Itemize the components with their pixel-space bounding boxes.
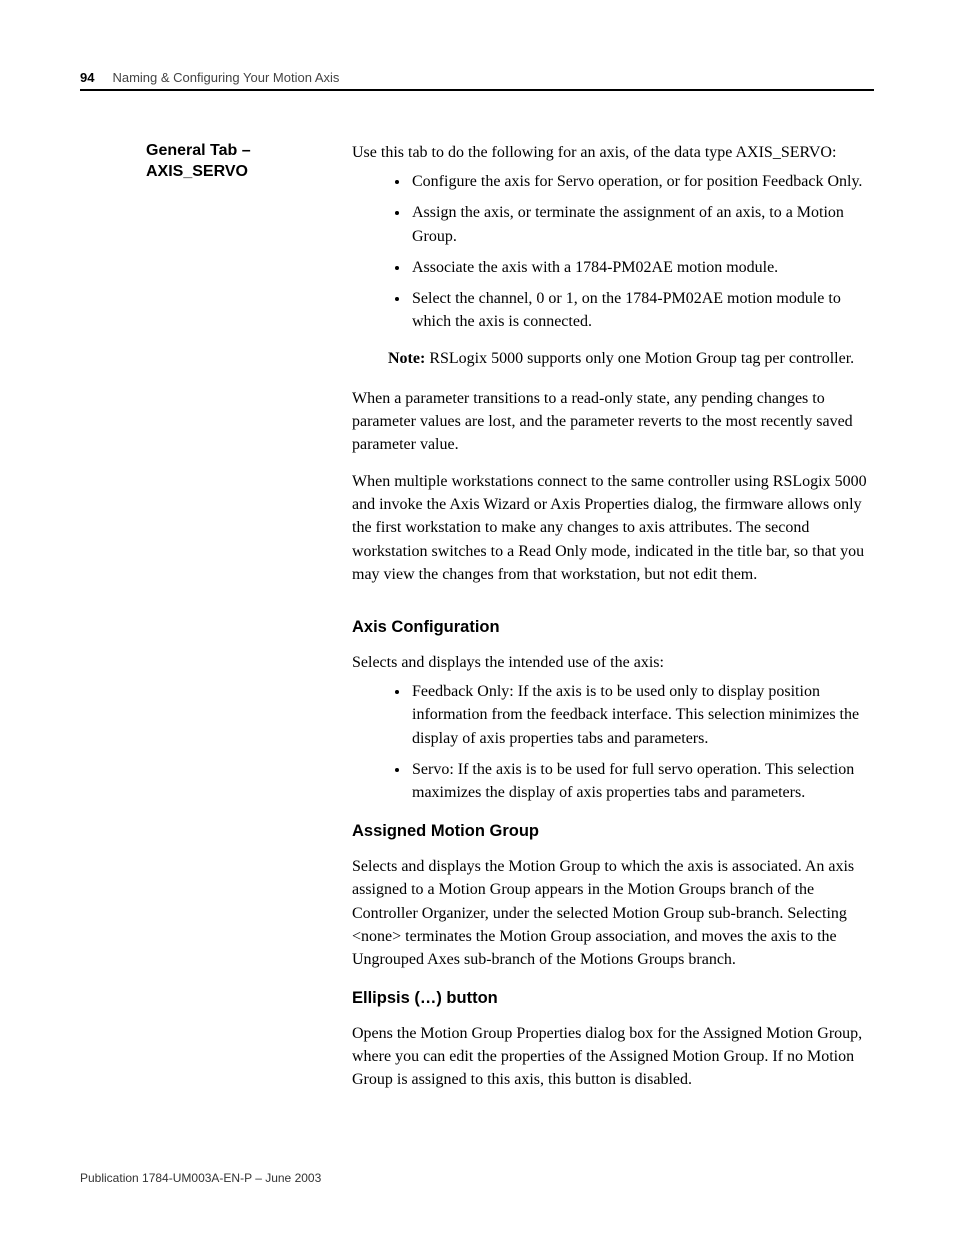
page: 94 Naming & Configuring Your Motion Axis…: [0, 0, 954, 1235]
content-area: General Tab – AXIS_SERVO Use this tab to…: [146, 141, 874, 1092]
paragraph-readonly: When a parameter transitions to a read-o…: [352, 387, 874, 457]
section-general-tab: General Tab – AXIS_SERVO Use this tab to…: [146, 141, 874, 600]
intro-bullet-list: Configure the axis for Servo operation, …: [352, 170, 874, 333]
running-header: 94 Naming & Configuring Your Motion Axis: [80, 70, 874, 91]
note-paragraph: Note: RSLogix 5000 supports only one Mot…: [352, 347, 874, 370]
axis-config-bullet-list: Feedback Only: If the axis is to be used…: [352, 680, 874, 804]
section-ellipsis-button: Ellipsis (…) button Opens the Motion Gro…: [352, 989, 874, 1092]
paragraph-multi-workstation: When multiple workstations connect to th…: [352, 470, 874, 586]
page-number: 94: [80, 70, 94, 85]
body-column: Use this tab to do the following for an …: [352, 141, 874, 600]
footer-publication: Publication 1784-UM003A-EN-P – June 2003: [80, 1171, 321, 1185]
list-item: Assign the axis, or terminate the assign…: [410, 201, 874, 247]
axis-config-intro: Selects and displays the intended use of…: [352, 651, 874, 674]
list-item: Feedback Only: If the axis is to be used…: [410, 680, 874, 750]
sub-heading: Axis Configuration: [352, 618, 874, 637]
section-axis-configuration: Axis Configuration Selects and displays …: [352, 618, 874, 804]
sub-heading: Ellipsis (…) button: [352, 989, 874, 1008]
side-heading: General Tab – AXIS_SERVO: [146, 141, 352, 183]
list-item: Select the channel, 0 or 1, on the 1784-…: [410, 287, 874, 333]
list-item: Servo: If the axis is to be used for ful…: [410, 758, 874, 804]
list-item: Associate the axis with a 1784-PM02AE mo…: [410, 256, 874, 279]
sub-heading: Assigned Motion Group: [352, 822, 874, 841]
list-item: Configure the axis for Servo operation, …: [410, 170, 874, 193]
ellipsis-body: Opens the Motion Group Properties dialog…: [352, 1022, 874, 1092]
note-text: RSLogix 5000 supports only one Motion Gr…: [425, 350, 854, 367]
section-assigned-motion-group: Assigned Motion Group Selects and displa…: [352, 822, 874, 971]
intro-paragraph: Use this tab to do the following for an …: [352, 141, 874, 164]
chapter-title: Naming & Configuring Your Motion Axis: [112, 70, 339, 85]
motion-group-body: Selects and displays the Motion Group to…: [352, 855, 874, 971]
note-label: Note:: [388, 350, 425, 367]
